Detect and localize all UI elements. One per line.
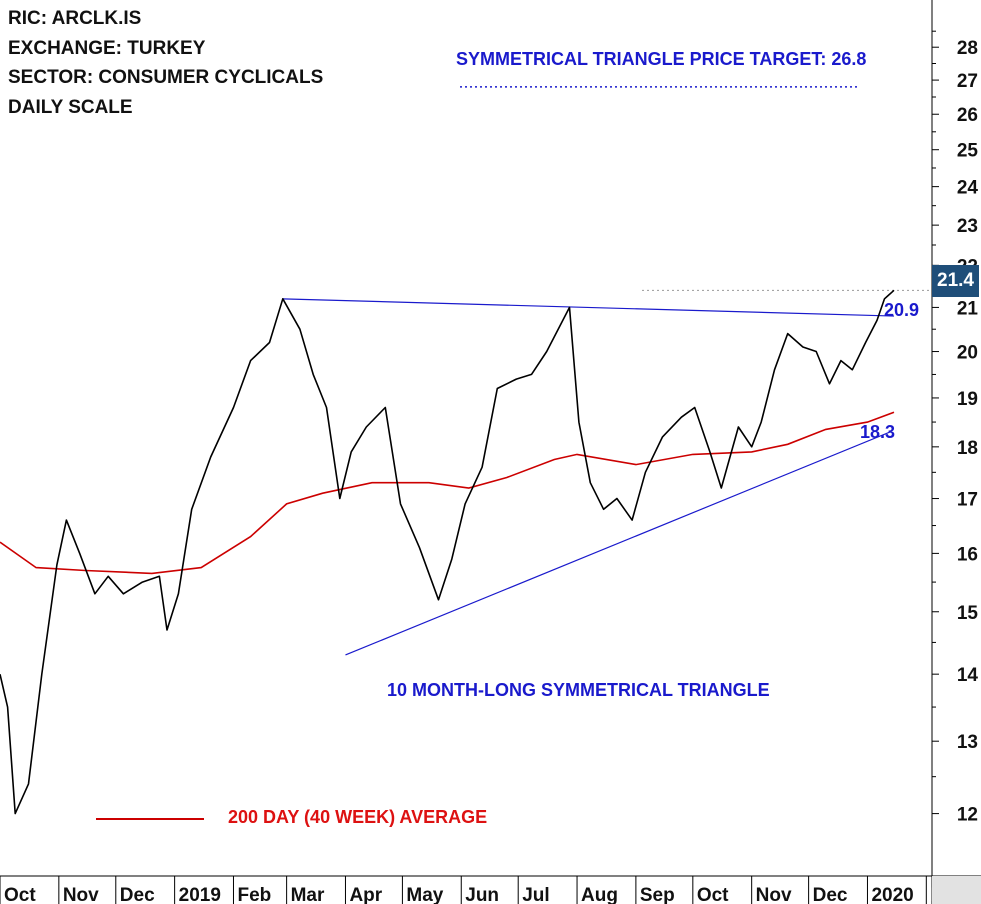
ma-legend-line [96,818,204,820]
ric-label: RIC: ARCLK.IS [8,8,142,29]
x-tick-label: Aug [581,885,618,904]
y-tick-label: 26 [957,105,978,126]
support-trendline [345,431,891,656]
x-tick-label: 2019 [179,885,221,904]
y-tick-label: 27 [957,71,978,92]
x-tick-label: Oct [697,885,729,904]
y-tick-label: 17 [957,490,978,511]
last-price-tag: 21.4 [932,265,979,297]
scale-label: DAILY SCALE [8,97,133,118]
x-tick-label: 2020 [871,885,913,904]
y-tick-label: 15 [957,603,979,624]
ma-legend-label: 200 DAY (40 WEEK) AVERAGE [228,807,488,827]
x-tick-label: May [406,885,443,904]
price-target-label: SYMMETRICAL TRIANGLE PRICE TARGET: 26.8 [456,49,867,69]
x-tick-label: Nov [756,885,792,904]
y-tick-label: 18 [957,438,978,459]
price-line [0,289,895,815]
resistance-value-label: 20.9 [884,300,920,320]
y-tick-label: 13 [957,732,978,753]
x-tick-label: Oct [4,885,36,904]
y-tick-label: 16 [957,544,978,565]
x-tick-label: Apr [349,885,382,904]
y-tick-label: 14 [957,665,979,686]
x-tick-label: Jun [465,885,499,904]
y-tick-label: 20 [957,343,978,364]
sector-label: SECTOR: CONSUMER CYCLICALS [8,67,324,88]
support-value-label: 18.3 [860,422,896,442]
x-tick-label: Feb [237,885,271,904]
y-tick-label: 19 [957,389,978,410]
moving-average-line [0,411,895,575]
x-tick-label: Sep [640,885,675,904]
x-tick-label: Dec [813,885,848,904]
x-tick-label: Mar [291,885,325,904]
x-tick-label: Nov [63,885,99,904]
exchange-label: EXCHANGE: TURKEY [8,38,206,59]
x-tick-label: Jul [522,885,549,904]
x-tick-label: Dec [120,885,155,904]
y-tick-label: 23 [957,216,978,237]
y-tick-label: 25 [957,141,979,162]
resistance-trendline [282,298,895,317]
pattern-label: 10 MONTH-LONG SYMMETRICAL TRIANGLE [387,680,770,700]
axis-corner [932,876,981,904]
y-tick-label: 24 [957,178,979,199]
y-tick-label: 12 [957,805,978,826]
y-tick-label: 28 [957,38,978,59]
y-tick-label: 21 [957,298,979,319]
